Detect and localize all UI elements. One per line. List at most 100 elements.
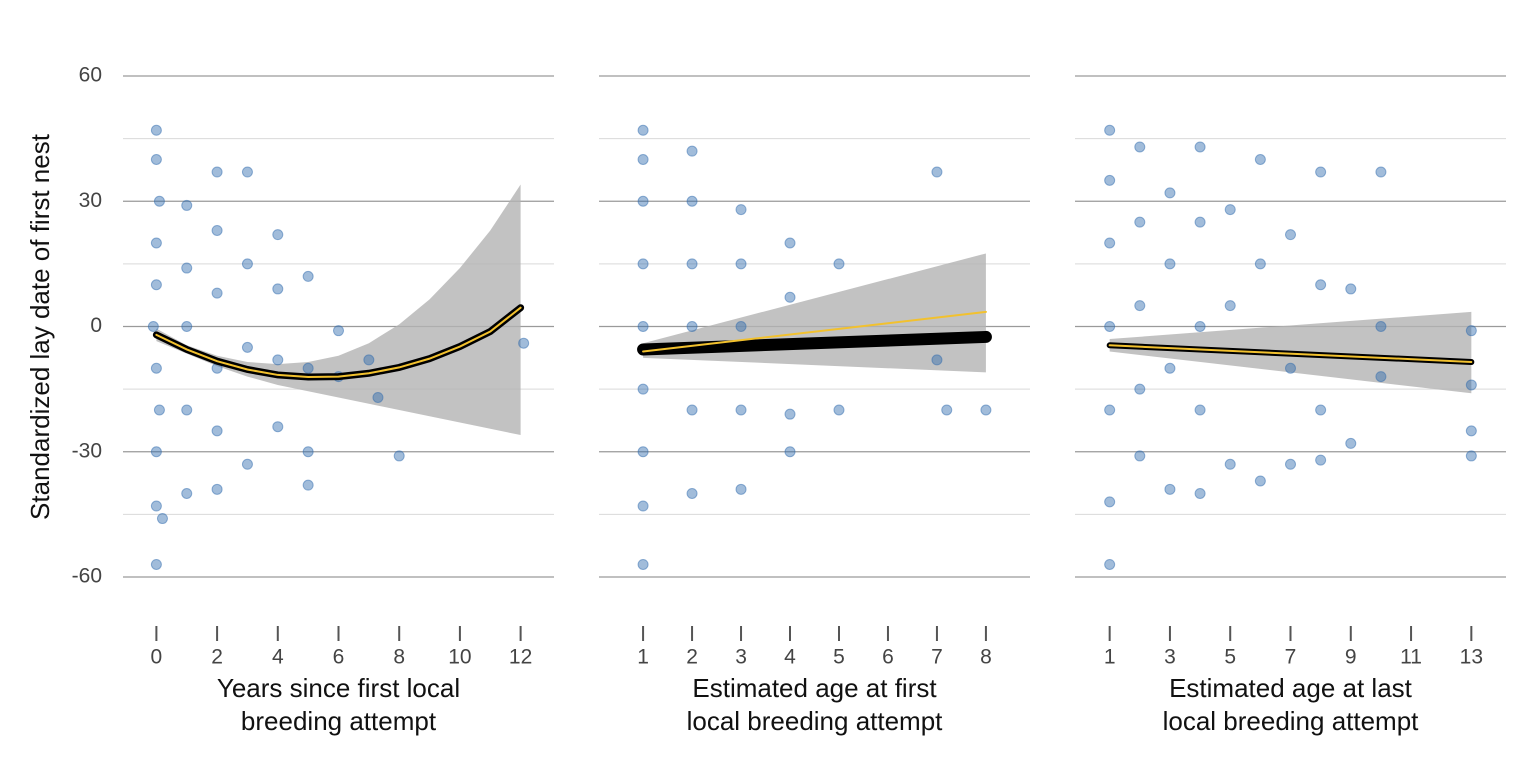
data-point xyxy=(1194,404,1206,416)
data-point xyxy=(1465,325,1477,337)
data-point xyxy=(1134,141,1146,153)
data-point xyxy=(1194,141,1206,153)
data-point xyxy=(784,291,796,303)
data-point xyxy=(686,488,698,499)
x-axis-label: Years since first local xyxy=(217,673,460,703)
data-point xyxy=(1104,558,1116,570)
data-point xyxy=(150,362,162,374)
x-tick-label: 4 xyxy=(784,646,796,669)
data-point xyxy=(272,283,284,295)
data-point xyxy=(153,195,165,207)
data-point xyxy=(637,258,649,270)
data-point xyxy=(1104,496,1116,508)
x-axis-label: local breeding attempt xyxy=(1163,706,1420,736)
data-point xyxy=(833,404,845,416)
data-point xyxy=(1164,483,1176,495)
data-point xyxy=(181,199,193,211)
x-tick-label: 6 xyxy=(333,646,345,669)
data-point xyxy=(1134,216,1146,228)
data-point xyxy=(302,446,314,458)
fit-line xyxy=(155,306,522,379)
data-point xyxy=(241,258,253,270)
data-point xyxy=(686,321,698,332)
data-point xyxy=(272,229,284,241)
data-point xyxy=(637,558,649,570)
data-point xyxy=(931,354,943,366)
data-point xyxy=(302,270,314,282)
fit-line xyxy=(642,310,987,353)
x-axis-label: Estimated age at last xyxy=(1169,673,1413,703)
data-point xyxy=(1194,321,1206,332)
fit-line xyxy=(1108,344,1473,363)
y-tick-label: 60 xyxy=(79,64,102,87)
data-point xyxy=(1254,475,1266,487)
confidence-band xyxy=(156,184,521,436)
data-point xyxy=(241,166,253,178)
data-point xyxy=(1285,458,1296,470)
data-point xyxy=(941,404,953,416)
data-point xyxy=(637,154,649,165)
data-point xyxy=(518,337,530,349)
x-tick-label: 7 xyxy=(931,646,943,669)
x-tick-label: 5 xyxy=(833,646,845,669)
data-point xyxy=(363,354,375,366)
data-point xyxy=(150,124,162,136)
data-point xyxy=(211,166,223,178)
data-point xyxy=(150,279,162,291)
data-point xyxy=(1375,371,1387,383)
data-point xyxy=(181,262,193,274)
x-tick-label: 2 xyxy=(686,646,698,669)
data-point xyxy=(686,195,698,207)
data-point xyxy=(333,325,344,337)
data-point xyxy=(147,321,159,332)
data-point xyxy=(181,321,193,332)
data-point xyxy=(150,154,162,165)
data-point xyxy=(1315,404,1327,416)
data-point xyxy=(1254,154,1266,165)
data-point xyxy=(181,404,193,416)
fit-line xyxy=(637,330,992,356)
x-tick-label: 9 xyxy=(1345,646,1357,669)
data-point xyxy=(637,500,649,512)
y-tick-label: -30 xyxy=(72,439,102,462)
data-point xyxy=(1104,174,1116,186)
data-point xyxy=(735,258,747,270)
data-point xyxy=(150,446,162,458)
data-point xyxy=(150,237,162,249)
data-point xyxy=(1224,204,1236,216)
data-point xyxy=(637,124,649,136)
confidence-band xyxy=(643,253,986,373)
data-point xyxy=(150,500,162,512)
data-point xyxy=(1345,437,1357,449)
x-tick-label: 4 xyxy=(272,646,284,669)
data-point xyxy=(735,404,747,416)
data-point xyxy=(1104,321,1116,332)
data-point xyxy=(1285,229,1296,241)
data-point xyxy=(211,224,223,236)
x-tick-label: 7 xyxy=(1285,646,1297,669)
data-point xyxy=(1164,258,1176,270)
data-point xyxy=(833,258,845,270)
data-point xyxy=(302,479,314,491)
y-axis-label: Standardized lay date of first nest xyxy=(25,133,55,520)
data-point xyxy=(1465,425,1477,437)
data-point xyxy=(1465,379,1477,391)
data-point xyxy=(1134,383,1146,395)
data-point xyxy=(372,391,384,403)
x-axis-label: local breeding attempt xyxy=(687,706,944,736)
x-tick-label: 2 xyxy=(211,646,223,669)
data-point xyxy=(211,483,223,495)
data-point xyxy=(784,237,796,249)
data-point xyxy=(784,446,796,458)
data-point xyxy=(735,204,747,216)
data-point xyxy=(302,362,314,374)
data-point xyxy=(1164,362,1176,374)
y-tick-label: -60 xyxy=(72,565,102,588)
data-point xyxy=(784,408,796,420)
data-point xyxy=(1375,321,1387,332)
data-point xyxy=(1164,187,1176,199)
x-tick-label: 1 xyxy=(1104,646,1116,669)
data-point xyxy=(1465,450,1477,462)
x-tick-label: 11 xyxy=(1400,646,1422,669)
data-point xyxy=(735,321,747,332)
